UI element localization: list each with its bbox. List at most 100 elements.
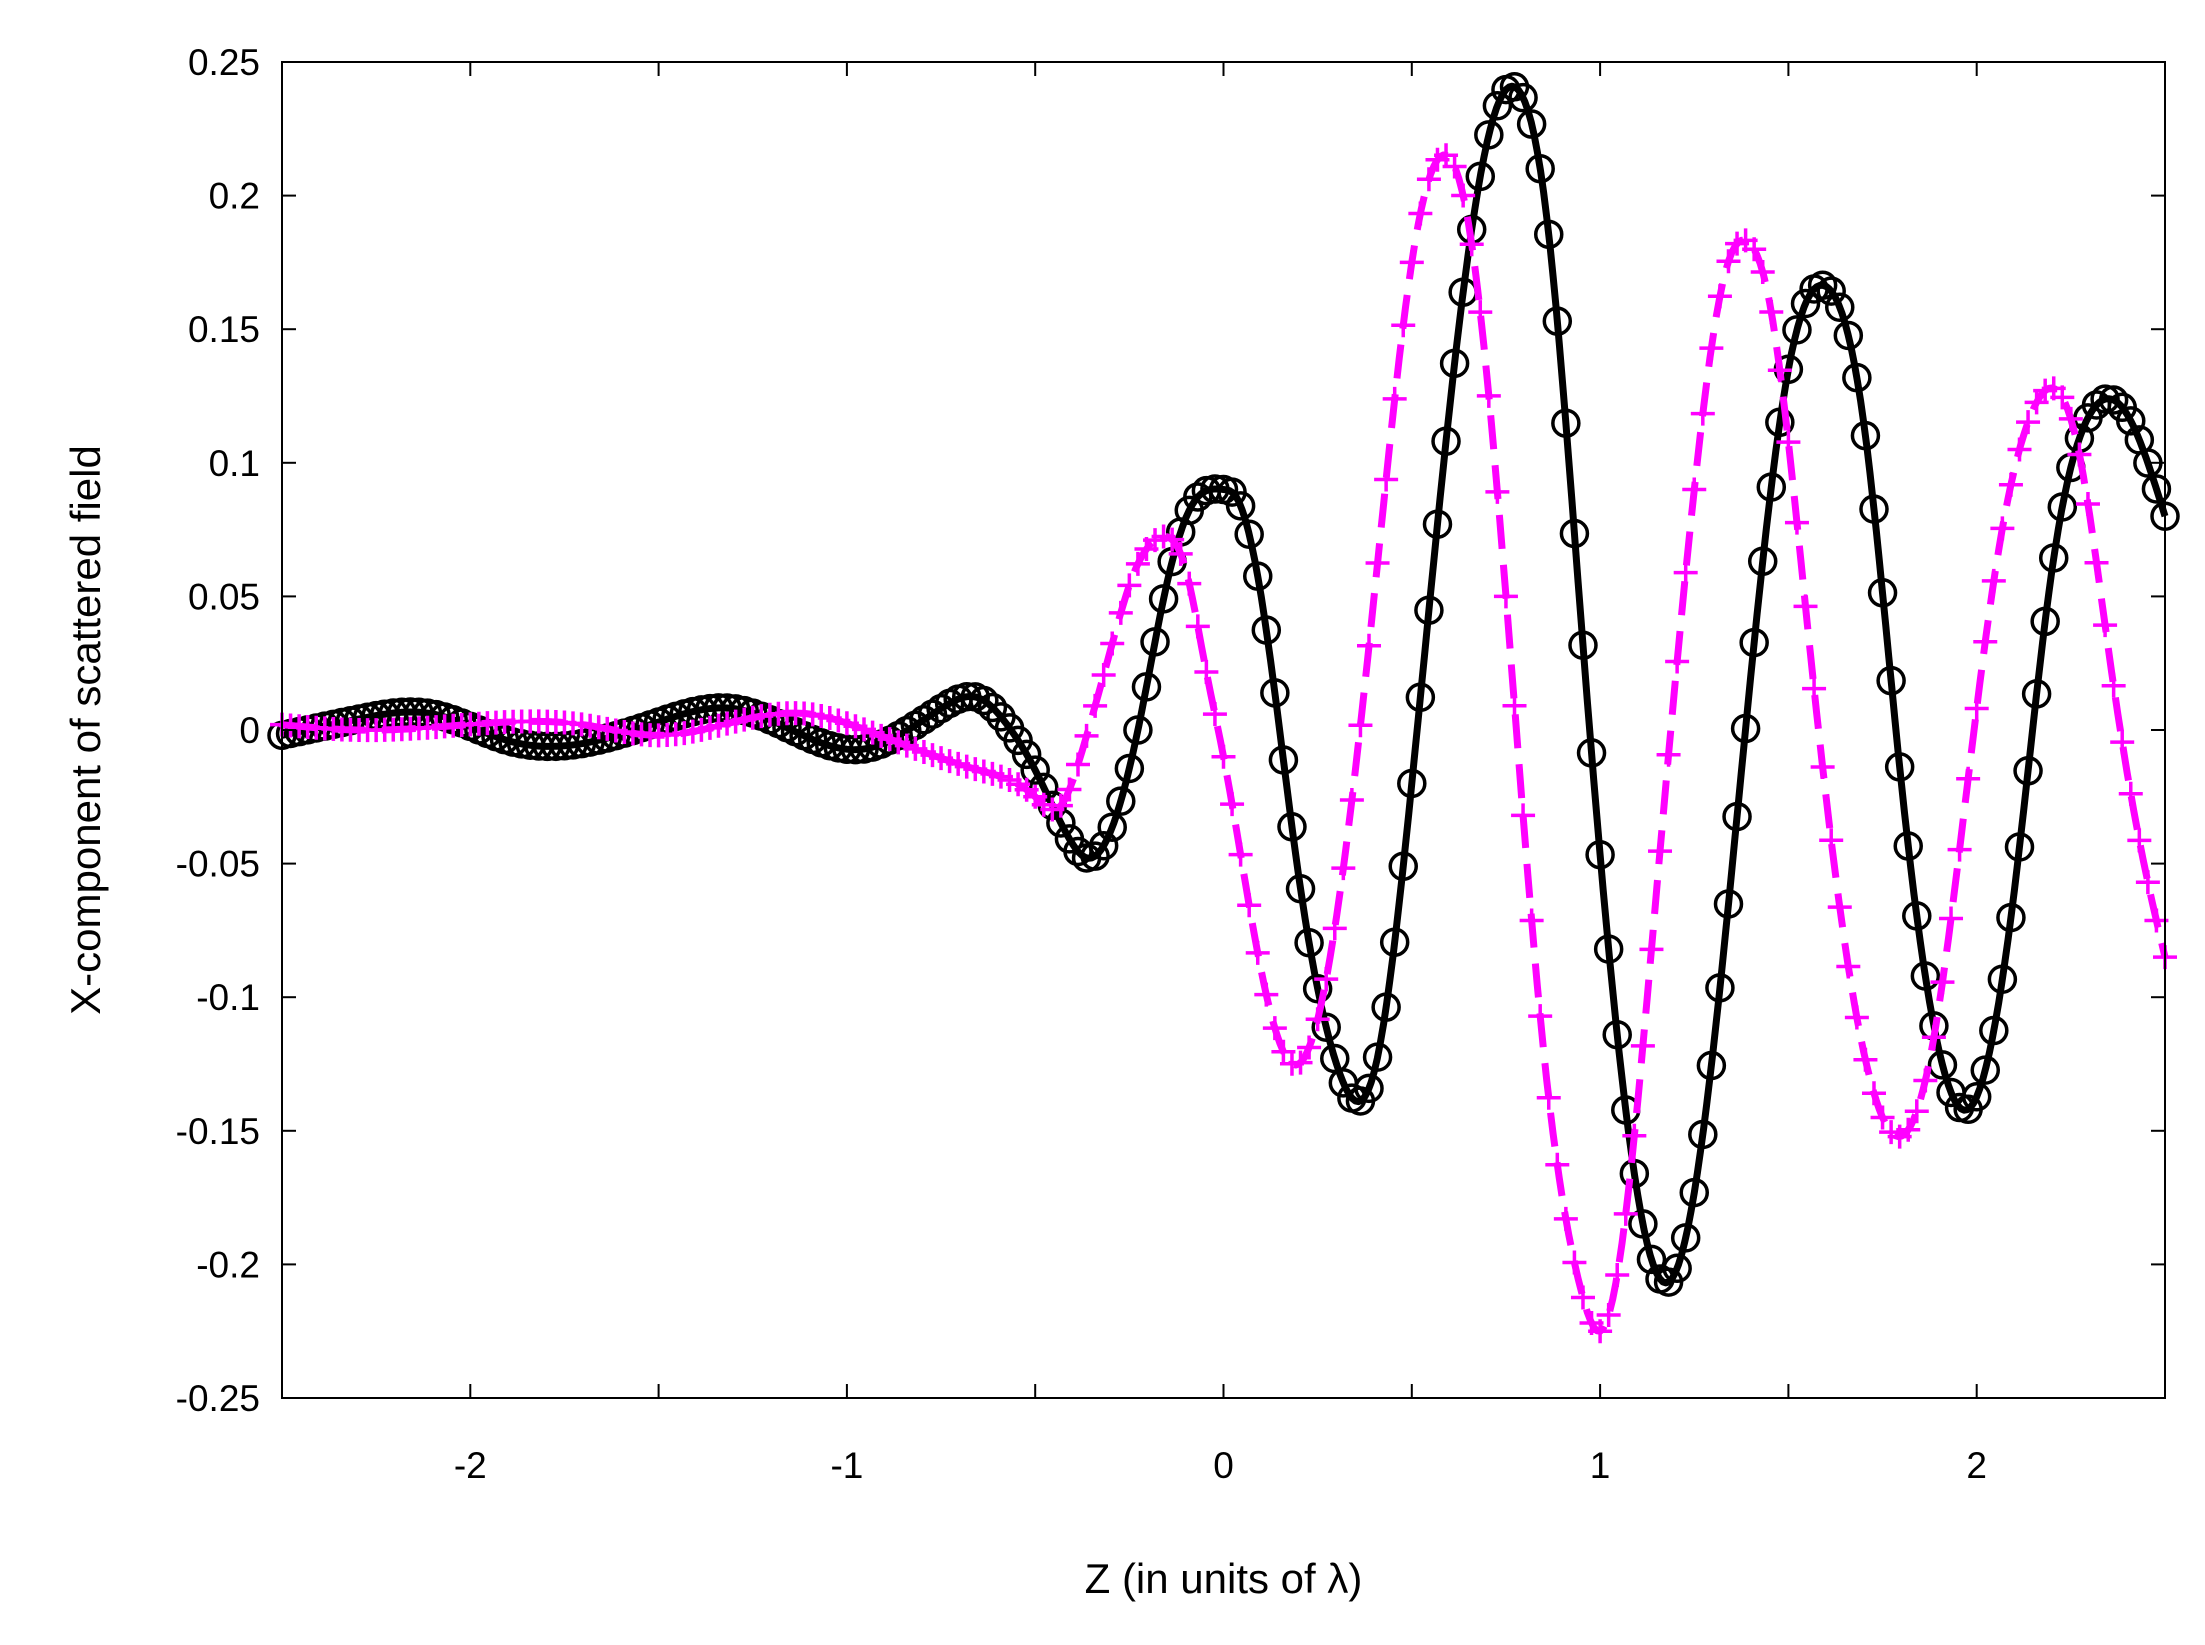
data-point-marker bbox=[2050, 385, 2075, 410]
data-point-marker bbox=[1519, 908, 1544, 933]
data-point-marker bbox=[1782, 315, 1812, 345]
data-point-marker bbox=[1979, 1015, 2009, 1046]
data-point-marker bbox=[1474, 120, 1504, 150]
data-point-marker bbox=[1083, 693, 1108, 718]
data-point-marker bbox=[1576, 738, 1607, 768]
data-point-marker bbox=[1314, 967, 1339, 992]
data-point-marker bbox=[1528, 1004, 1553, 1029]
data-point-marker bbox=[1730, 713, 1761, 744]
data-point-marker bbox=[1536, 1085, 1561, 1110]
x-tick-label: -2 bbox=[454, 1445, 487, 1486]
data-point-marker bbox=[1234, 519, 1264, 550]
data-point-marker bbox=[951, 681, 982, 712]
data-point-marker bbox=[1148, 584, 1179, 614]
data-point-marker bbox=[1964, 696, 1989, 721]
data-point-marker bbox=[1970, 1055, 2001, 1085]
data-point-marker bbox=[2101, 673, 2126, 698]
series-1-line bbox=[281, 82, 2169, 1287]
data-point-marker bbox=[1613, 1201, 1638, 1226]
data-point-marker bbox=[1896, 1117, 1921, 1142]
data-point-marker bbox=[1876, 665, 1906, 696]
series-2 bbox=[270, 143, 2177, 1344]
data-point-marker bbox=[1416, 167, 1441, 192]
plot-series bbox=[267, 72, 2180, 1344]
data-point-marker bbox=[1816, 276, 1846, 306]
data-point-marker bbox=[1939, 906, 1964, 931]
data-point-marker bbox=[1097, 812, 1127, 842]
y-tick-label: 0.15 bbox=[188, 309, 260, 350]
data-point-marker bbox=[1277, 812, 1307, 842]
data-point-marker bbox=[1859, 494, 1889, 524]
data-point-marker bbox=[1251, 615, 1282, 645]
data-point-marker bbox=[1802, 676, 1827, 701]
y-tick-label: -0.1 bbox=[196, 977, 260, 1018]
data-point-marker bbox=[1057, 777, 1082, 802]
data-point-marker bbox=[1237, 893, 1262, 918]
data-point-marker bbox=[1357, 633, 1381, 658]
y-tick-label: -0.25 bbox=[176, 1378, 260, 1419]
data-point-marker bbox=[1585, 839, 1615, 870]
data-point-marker bbox=[1656, 742, 1681, 767]
data-point-marker bbox=[2110, 730, 2135, 755]
x-tick-label: 2 bbox=[1966, 1445, 1987, 1486]
data-point-marker bbox=[1776, 430, 1801, 455]
y-tick-label: -0.05 bbox=[176, 844, 260, 885]
data-point-marker bbox=[1910, 961, 1941, 991]
data-point-marker bbox=[1996, 902, 2026, 933]
data-point-marker bbox=[1682, 477, 1707, 502]
data-point-marker bbox=[1628, 1209, 1658, 1239]
axis-ticks: -2 -1 0 1 2 0.25 0.2 0.15 0.1 0.05 0 -0.05 -0.1 -0.15… bbox=[176, 42, 2166, 1486]
data-point-marker bbox=[2021, 679, 2052, 709]
data-point-marker bbox=[1639, 937, 1664, 962]
data-point-marker bbox=[2098, 385, 2129, 415]
data-point-marker bbox=[1665, 649, 1690, 674]
data-point-marker bbox=[1123, 715, 1153, 745]
y-tick-label: -0.15 bbox=[176, 1111, 260, 1152]
y-tick-label: 0.1 bbox=[209, 443, 260, 484]
series-1 bbox=[267, 72, 2180, 1297]
data-point-marker bbox=[2084, 550, 2109, 575]
data-point-marker bbox=[1987, 964, 2018, 994]
data-point-marker bbox=[1765, 407, 1795, 438]
data-point-marker bbox=[1759, 300, 1784, 325]
data-point-marker bbox=[1570, 1285, 1595, 1310]
data-point-marker bbox=[1365, 550, 1390, 575]
data-point-marker bbox=[2030, 606, 2060, 637]
data-point-marker bbox=[1220, 792, 1245, 817]
data-point-marker bbox=[1545, 1152, 1570, 1177]
data-point-marker bbox=[1747, 546, 1778, 577]
y-tick-label: -0.2 bbox=[196, 1244, 260, 1285]
data-point-marker bbox=[1117, 573, 1142, 598]
data-point-marker bbox=[1108, 600, 1133, 625]
data-point-marker bbox=[1884, 752, 1915, 782]
data-point-marker bbox=[1422, 509, 1453, 539]
y-tick-label: 0.25 bbox=[188, 42, 260, 83]
data-point-marker bbox=[1262, 1016, 1287, 1041]
data-point-marker bbox=[1844, 1005, 1869, 1030]
data-point-marker bbox=[1379, 927, 1410, 957]
data-point-marker bbox=[1742, 237, 1767, 262]
data-point-marker bbox=[1790, 288, 1821, 319]
data-point-marker bbox=[1254, 982, 1279, 1007]
data-point-marker bbox=[2127, 828, 2152, 853]
data-point-marker bbox=[1739, 627, 1769, 658]
data-point-marker bbox=[1853, 1047, 1878, 1072]
data-point-marker bbox=[1211, 744, 1236, 769]
data-point-marker bbox=[1177, 571, 1202, 596]
y-axis-title: X-component of scattered field bbox=[62, 445, 109, 1015]
data-point-marker bbox=[2007, 437, 2032, 462]
x-tick-label: 1 bbox=[1590, 1445, 1611, 1486]
data-point-marker bbox=[2038, 543, 2069, 573]
data-point-marker bbox=[2090, 384, 2120, 414]
data-point-marker bbox=[1288, 1050, 1313, 1075]
data-point-marker bbox=[1525, 153, 1555, 184]
data-point-marker bbox=[1833, 320, 1864, 351]
data-point-marker bbox=[2016, 410, 2041, 435]
data-point-marker bbox=[2141, 474, 2172, 504]
data-point-marker bbox=[1793, 594, 1818, 619]
data-point-marker bbox=[1705, 973, 1735, 1003]
data-point-marker bbox=[1904, 1099, 1929, 1124]
data-point-marker bbox=[1271, 1039, 1296, 1064]
data-point-marker bbox=[1756, 472, 1787, 502]
data-point-marker bbox=[1559, 518, 1590, 549]
